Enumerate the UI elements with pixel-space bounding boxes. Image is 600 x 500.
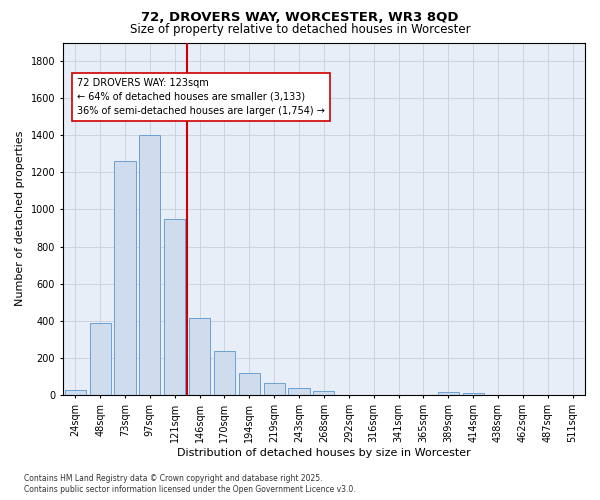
Text: Size of property relative to detached houses in Worcester: Size of property relative to detached ho… — [130, 22, 470, 36]
X-axis label: Distribution of detached houses by size in Worcester: Distribution of detached houses by size … — [177, 448, 471, 458]
Bar — [189, 318, 210, 395]
Text: 72 DROVERS WAY: 123sqm
← 64% of detached houses are smaller (3,133)
36% of semi-: 72 DROVERS WAY: 123sqm ← 64% of detached… — [77, 78, 325, 116]
Bar — [313, 391, 334, 395]
Bar — [115, 161, 136, 395]
Bar — [164, 218, 185, 395]
Bar — [289, 388, 310, 395]
Bar — [437, 392, 459, 395]
Bar — [214, 352, 235, 395]
Bar — [263, 383, 285, 395]
Bar — [239, 372, 260, 395]
Y-axis label: Number of detached properties: Number of detached properties — [15, 131, 25, 306]
Text: Contains HM Land Registry data © Crown copyright and database right 2025.
Contai: Contains HM Land Registry data © Crown c… — [24, 474, 356, 494]
Bar — [65, 390, 86, 395]
Bar — [89, 322, 110, 395]
Bar — [139, 135, 160, 395]
Text: 72, DROVERS WAY, WORCESTER, WR3 8QD: 72, DROVERS WAY, WORCESTER, WR3 8QD — [141, 11, 459, 24]
Bar — [463, 393, 484, 395]
